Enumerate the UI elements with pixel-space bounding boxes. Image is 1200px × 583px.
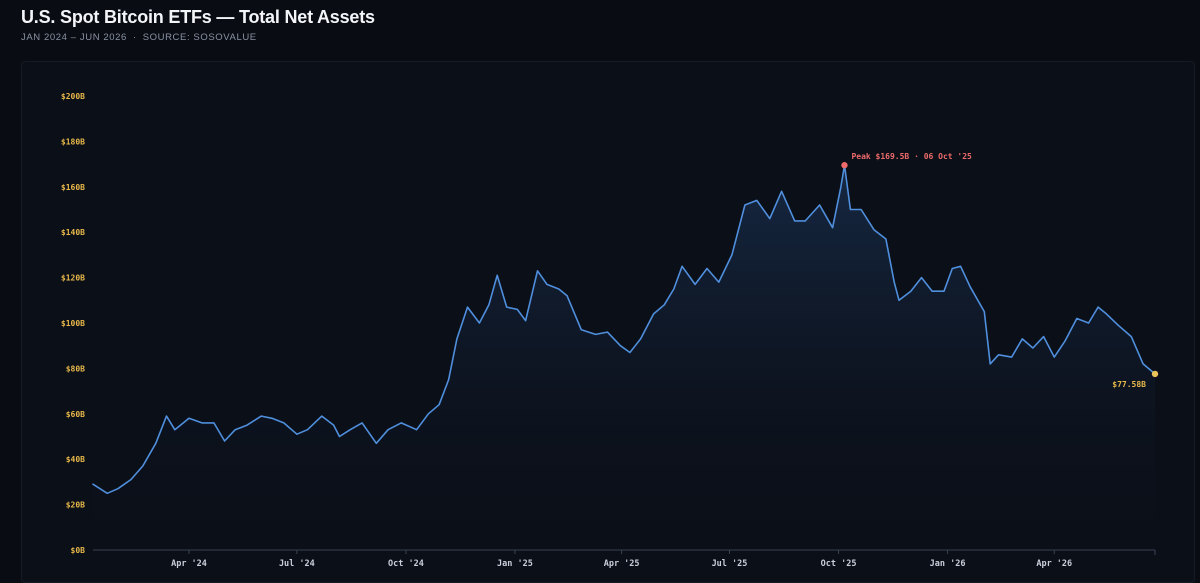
x-tick-label: Oct '24 [388,559,424,569]
x-tick-label: Apr '24 [171,559,207,569]
y-axis: $0B $20B $40B $60B $80B $100B $120B $140B $160B $… [61,92,85,555]
latest-value-label: $77.58B [1112,380,1146,389]
annotations: Peak $169.5B · 06 Oct '25 $77.58B [841,152,1159,389]
y-tick-label: $20B [66,501,85,510]
y-tick-label: $200B [61,92,85,101]
peak-label: Peak $169.5B · 06 Oct '25 [851,152,972,161]
y-tick-label: $40B [66,455,85,464]
date-range: JAN 2024 – JUN 2026 [21,32,127,43]
x-tick-label: Jan '25 [497,559,533,569]
latest-marker [1151,370,1159,378]
chart-panel: $0B $20B $40B $60B $80B $100B $120B $140B $160B $… [21,61,1195,583]
y-tick-label: $140B [61,228,85,237]
y-tick-label: $180B [61,137,85,146]
x-tick-label: Jan '26 [930,559,966,569]
x-tick-label: Jul '24 [279,559,315,569]
x-axis: Apr '24 Jul '24 Oct '24 Jan '25 Apr '25 Jul '… [93,549,1156,569]
plot-area [92,164,1156,550]
x-tick-label: Apr '26 [1036,559,1072,569]
y-tick-label: $160B [61,183,85,192]
net-assets-chart: $0B $20B $40B $60B $80B $100B $120B $140B $160B $… [61,92,1159,569]
page-title: U.S. Spot Bitcoin ETFs — Total Net Asset… [21,7,375,27]
subtitle-separator: · [132,32,137,43]
x-tick-label: Jul '25 [712,559,748,569]
series-line [92,164,1156,495]
peak-marker [841,162,848,169]
y-tick-label: $120B [61,274,85,283]
x-tick-label: Oct '25 [821,559,857,569]
y-tick-label: $100B [61,319,85,328]
data-source: SOURCE: SOSOVALUE [142,32,257,43]
chart-subtitle: JAN 2024 – JUN 2026 · SOURCE: SOSOVALUE [21,32,257,43]
x-tick-label: Apr '25 [604,559,640,569]
y-tick-label: $80B [66,364,85,373]
y-tick-label: $0B [71,546,86,555]
y-tick-label: $60B [66,410,85,419]
